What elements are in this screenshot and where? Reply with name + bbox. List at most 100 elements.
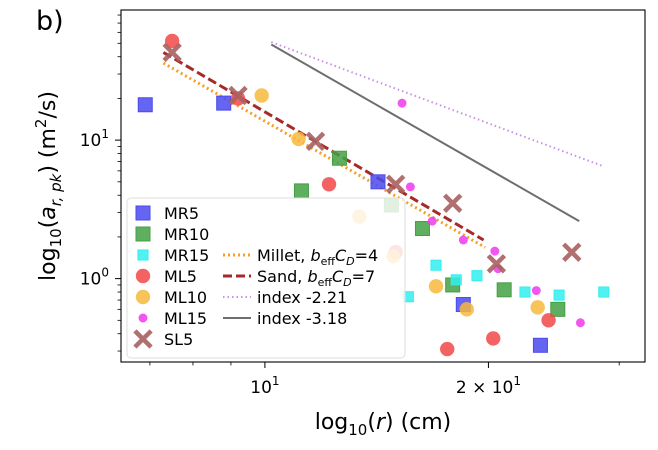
point-mr15-6	[598, 286, 610, 298]
legend-line-label-0-c: C	[335, 246, 347, 265]
point-sl5-5	[486, 254, 507, 274]
y-label-open: (	[36, 220, 61, 229]
legend-label-mr10: MR10	[164, 225, 209, 244]
legend-line-label-1-c: C	[332, 267, 344, 286]
point-mr10-6	[550, 301, 566, 317]
x-tick-base-1: 10	[492, 378, 514, 398]
point-sl5-6	[562, 242, 582, 262]
series-mr15	[402, 259, 610, 303]
legend-line-label-1-csub: D	[343, 276, 351, 289]
y-label-log: log	[36, 247, 61, 281]
point-sl5-0	[162, 42, 182, 63]
legend-line-label-1: Sand, beffCD=7	[257, 267, 375, 289]
point-mr5-2	[370, 174, 386, 190]
x-label-var: r	[376, 410, 387, 435]
legend-label-ml10: ML10	[164, 288, 207, 307]
y-tick-label-1: 101	[80, 127, 109, 151]
point-mr15-3	[471, 270, 483, 282]
point-sl5-4	[442, 193, 463, 213]
legend-label-mr15: MR15	[164, 246, 209, 265]
y-label-unit: ) (m	[36, 128, 61, 174]
x-label-open: (	[367, 410, 376, 435]
point-mr10-3	[414, 221, 430, 237]
point-ml5-6	[541, 313, 556, 328]
y-tick-base-1: 10	[80, 131, 102, 151]
point-mr10-0	[293, 183, 309, 199]
series-sl5	[162, 42, 582, 274]
point-mr15-2	[450, 274, 462, 286]
legend-line-label-3: index -3.18	[257, 309, 347, 328]
legend-line-label-0: Millet, beffCD=4	[257, 246, 378, 268]
point-sl5-2	[305, 131, 326, 152]
point-mr5-4	[532, 337, 548, 353]
legend-line-label-2-pre: index -2.21	[257, 288, 347, 307]
legend-line-label-2: index -2.21	[257, 288, 347, 307]
legend-line-label-0-post: =4	[355, 246, 379, 265]
y-tick-exp-0: 0	[101, 266, 109, 280]
legend-marker-ml15	[138, 313, 148, 323]
line-series-3	[270, 43, 580, 222]
y-label-var-sub: r, pk	[47, 172, 65, 206]
legend-line-label-3-pre: index -3.18	[257, 309, 347, 328]
x-tick-label-1: 2 × 101	[456, 374, 521, 398]
point-ml10-6	[530, 300, 545, 315]
point-ml10-5	[459, 302, 474, 317]
legend-label-ml5: ML5	[164, 267, 197, 286]
x-axis-label: log10(r) (cm)	[315, 410, 452, 439]
x-tick-exp-1: 1	[513, 374, 521, 388]
y-label-sup: 2	[32, 119, 50, 129]
legend-label-ml15: ML15	[164, 309, 207, 328]
x-tick-label-0: 101	[250, 374, 279, 398]
legend-line-label-0-csub: D	[346, 255, 354, 268]
point-sl5-3	[385, 174, 406, 194]
y-tick-base-0: 10	[80, 270, 102, 290]
legend-label-sl5: SL5	[164, 330, 193, 349]
x-label-unit: ) (cm)	[385, 410, 451, 435]
legend-line-label-0-pre: Millet,	[257, 246, 310, 265]
legend-line-label-0-b: b	[310, 246, 320, 265]
y-tick-label-0: 100	[80, 266, 109, 290]
point-ml5-4	[440, 341, 455, 357]
point-ml15-6	[531, 286, 541, 296]
x-label-sub: 10	[348, 421, 367, 439]
point-ml10-4	[428, 279, 444, 294]
legend-marker-mr5	[135, 205, 151, 221]
x-tick-base-0: 10	[250, 378, 272, 398]
legend-line-label-1-pre: Sand,	[257, 267, 307, 286]
legend-line-label-1-b: b	[307, 267, 317, 286]
legend-marker-ml5	[135, 268, 151, 284]
point-ml15-2	[427, 216, 437, 226]
point-mr15-4	[519, 286, 531, 298]
legend-line-label-1-post: =7	[352, 267, 376, 286]
point-mr15-1	[430, 259, 442, 271]
point-ml5-2	[321, 177, 337, 192]
point-sl5-1	[228, 85, 248, 106]
plot-frame	[120, 9, 646, 363]
legend-box	[126, 197, 406, 359]
point-mr10-1	[331, 150, 347, 166]
point-ml5-0	[164, 33, 180, 49]
point-ml15-7	[575, 318, 585, 328]
point-ml10-1	[291, 131, 306, 147]
legend-label-mr5: MR5	[164, 204, 199, 223]
line-series-2	[270, 41, 603, 167]
y-tick-exp-1: 1	[101, 127, 109, 141]
x-label-log: log	[315, 410, 349, 435]
point-mr15-5	[553, 289, 565, 301]
point-ml15-0	[397, 98, 407, 108]
legend-marker-ml10	[135, 289, 151, 305]
point-mr5-1	[216, 95, 232, 111]
point-ml15-3	[458, 235, 468, 245]
point-mr5-0	[137, 97, 153, 113]
legend-line-label-1-bsub: eff	[318, 276, 333, 289]
legend-line-label-0-bsub: eff	[321, 255, 336, 268]
line-series-0	[162, 61, 486, 249]
x-tick-mult-1: 2 ×	[456, 378, 492, 398]
point-ml15-4	[490, 246, 500, 256]
panel-label: b)	[36, 6, 64, 37]
point-ml5-5	[486, 331, 501, 346]
y-axis-label: log10(ar, pk) (m2/s)	[32, 91, 65, 281]
